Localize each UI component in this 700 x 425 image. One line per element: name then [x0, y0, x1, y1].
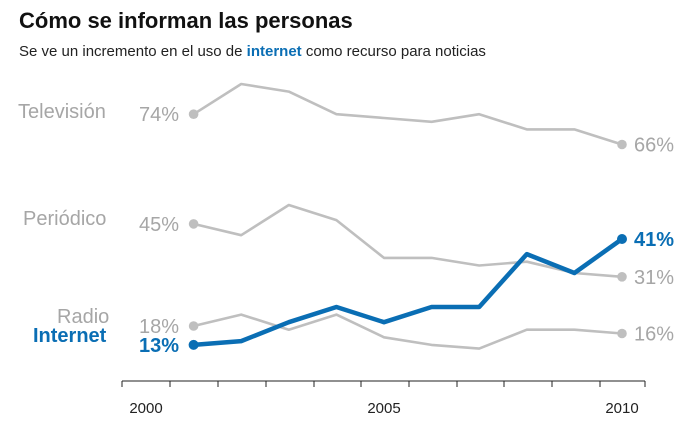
series-line-television	[192, 82, 624, 146]
series-line-radio	[192, 313, 624, 350]
start-point-internet	[188, 339, 199, 350]
series-internet: Internet 13% 41%	[33, 229, 674, 357]
start-value-label-internet: 13%	[139, 335, 179, 357]
start-value-label-radio: 18%	[139, 316, 179, 338]
series-name-label-internet: Internet	[33, 325, 107, 347]
series-periodico: Periódico 45% 31%	[23, 203, 674, 289]
series-television: Televisión 74% 66%	[18, 82, 674, 156]
start-point-periodico	[188, 219, 199, 229]
x-tick-label: 2010	[605, 400, 638, 417]
x-tick-label: 2005	[367, 400, 400, 417]
start-point-television	[188, 109, 199, 119]
end-value-label-internet: 41%	[634, 229, 674, 251]
series-name-label-television: Televisión	[18, 101, 106, 123]
start-value-label-periodico: 45%	[139, 214, 179, 236]
chart-subtitle: Se ve un incremento en el uso de interne…	[19, 43, 486, 60]
start-value-label-television: 74%	[139, 104, 179, 126]
end-value-label-radio: 16%	[634, 324, 674, 346]
x-tick-label: 2000	[129, 400, 162, 417]
series-line-periodico	[192, 203, 624, 279]
chart-title: Cómo se informan las personas	[19, 8, 353, 33]
series-name-label-periodico: Periódico	[23, 208, 106, 230]
subtitle-text-after: como recurso para noticias	[301, 43, 486, 60]
series-line-internet	[191, 236, 625, 348]
x-axis: 2000 2005 2010	[121, 380, 646, 417]
end-point-television	[617, 139, 627, 150]
series-radio: Radio 18% 16%	[57, 306, 674, 350]
start-point-radio	[188, 321, 199, 331]
end-point-radio	[617, 328, 627, 339]
series-layer: Televisión 74%66%Periódico 45%31%Radio 18% 1…	[18, 82, 674, 357]
subtitle-text-before: Se ve un incremento en el uso de	[19, 43, 247, 60]
end-value-label-periodico: 31%	[634, 267, 674, 289]
subtitle-highlight: internet	[246, 43, 302, 60]
end-point-internet	[617, 234, 627, 244]
series-name-label-radio: Radio	[57, 306, 109, 328]
end-value-label-television: 66%	[634, 134, 674, 156]
end-point-periodico	[617, 272, 627, 282]
